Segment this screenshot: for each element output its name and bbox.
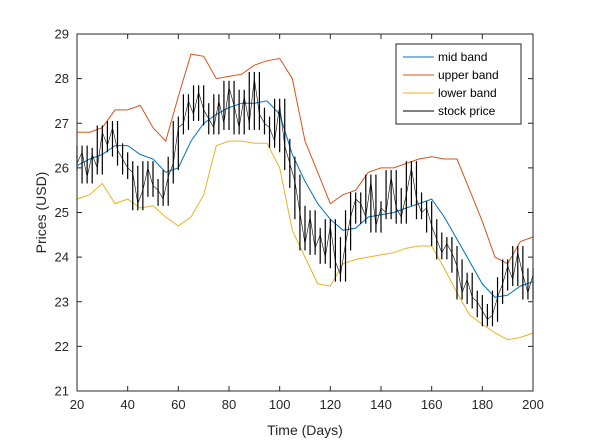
x-tick-label: 60: [171, 397, 185, 412]
y-axis-label: Prices (USD): [33, 172, 49, 254]
x-tick-label: 140: [370, 397, 392, 412]
y-tick-label: 24: [55, 250, 69, 265]
y-tick-label: 29: [55, 27, 69, 42]
series-stock-price: [76, 71, 534, 327]
x-axis-label: Time (Days): [267, 422, 343, 438]
y-tick-label: 23: [55, 294, 69, 309]
y-tick-label: 26: [55, 160, 69, 175]
x-tick-label: 160: [421, 397, 443, 412]
ticks-layer: 20 40 60 80 100 120 140 160 180 200 21 22 23 24 25 26 27…: [55, 27, 544, 413]
x-tick-label: 40: [120, 397, 134, 412]
x-tick-label: 120: [319, 397, 341, 412]
legend-entry: upper band: [438, 68, 499, 82]
legend-entry: mid band: [438, 50, 487, 64]
x-tick-label: 20: [70, 397, 84, 412]
series-upper-band: [77, 53, 534, 265]
x-tick-label: 80: [222, 397, 236, 412]
legend: mid band upper band lower band stock price: [395, 43, 522, 125]
series-layer: [76, 53, 534, 341]
price-trace: [76, 78, 534, 321]
x-tick-label: 200: [522, 397, 544, 412]
y-tick-label: 21: [55, 384, 69, 399]
y-tick-label: 28: [55, 71, 69, 86]
x-tick-label: 100: [269, 397, 291, 412]
y-tick-label: 25: [55, 205, 69, 220]
legend-entry: lower band: [438, 86, 497, 100]
legend-entry: stock price: [438, 104, 496, 118]
y-tick-label: 22: [55, 339, 69, 354]
x-tick-label: 180: [471, 397, 493, 412]
y-tick-label: 27: [55, 116, 69, 131]
series-mid-band: [76, 100, 534, 298]
